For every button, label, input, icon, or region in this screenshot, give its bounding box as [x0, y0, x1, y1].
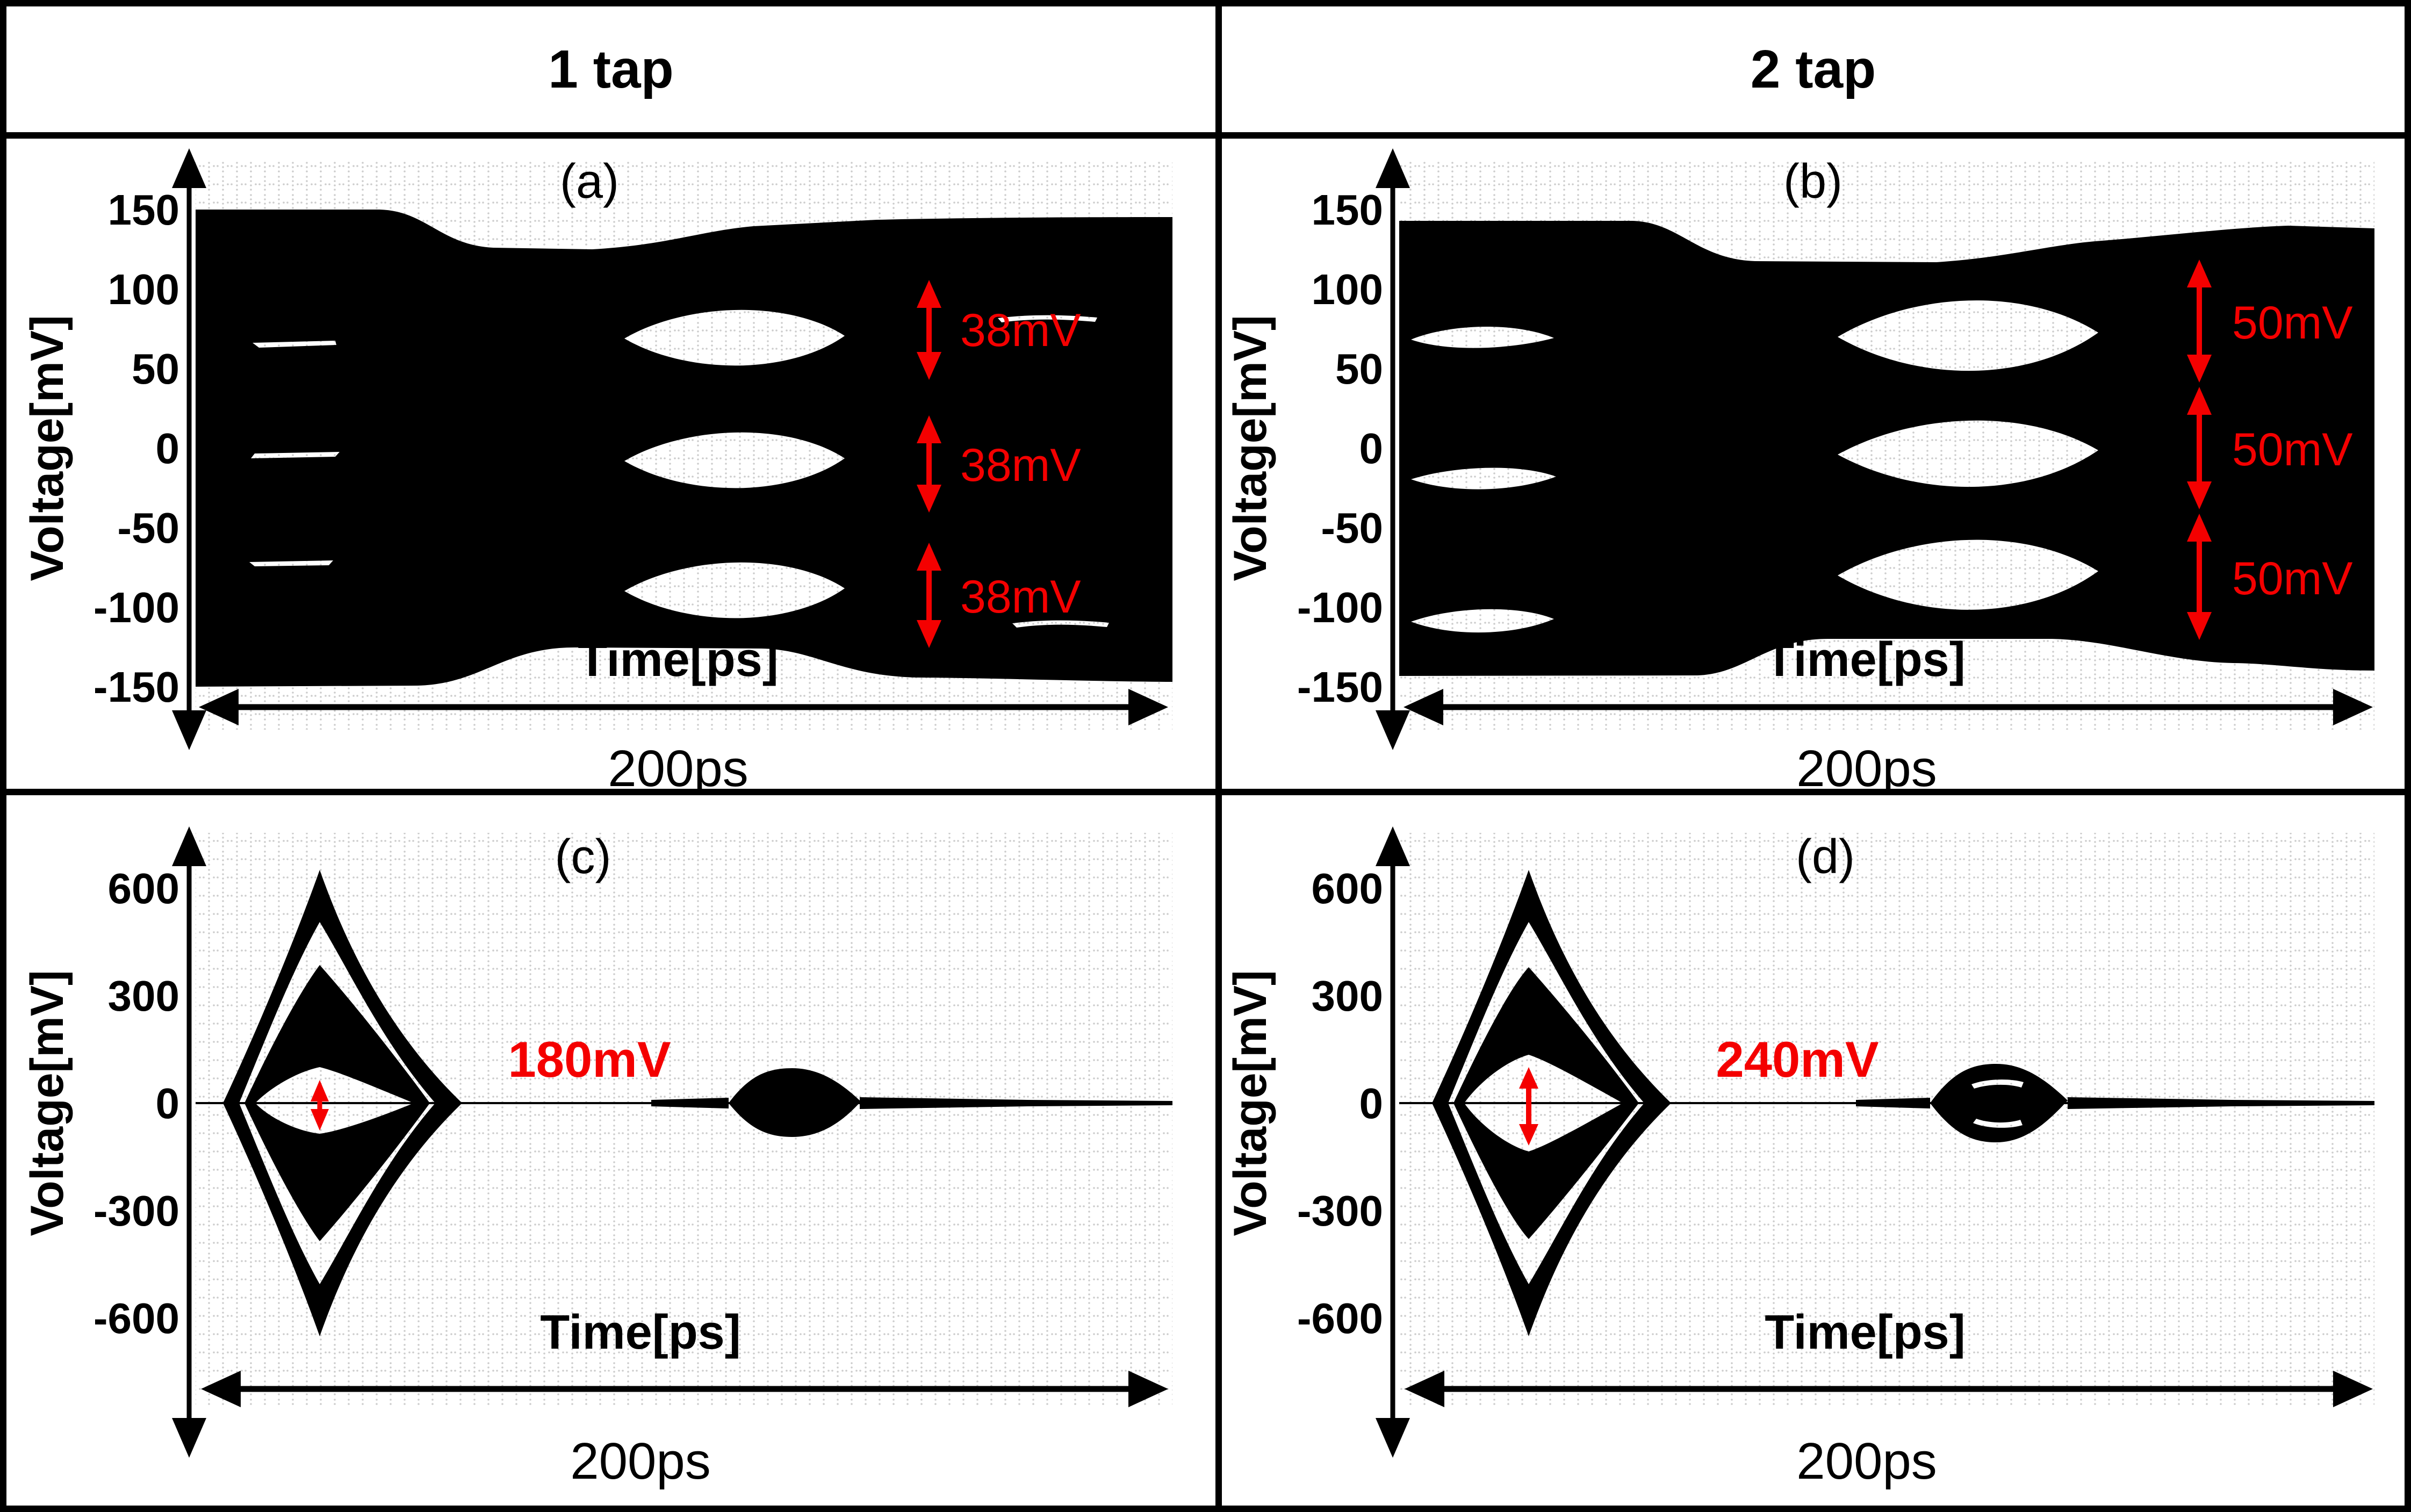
eye-opening-arrows: [2187, 260, 2212, 640]
panel-d: 600 300 0 -300 -600 Voltage[mV]: [1222, 795, 2405, 1506]
y-tick-label: 300: [108, 972, 179, 1020]
eye-opening-label: 38mV: [960, 571, 1081, 623]
span-label: 200ps: [570, 1432, 711, 1490]
eye-opening-label: 50mV: [2232, 297, 2353, 349]
panel-letter: (d): [1796, 830, 1855, 884]
y-tick-label: -600: [93, 1294, 179, 1342]
y-tick-label: 50: [1335, 345, 1383, 393]
pulse-response-d: 600 300 0 -300 -600 Voltage[mV]: [1225, 826, 2374, 1490]
eye-diagram-a: 150 100 50 0 -50 -100 -150 Voltage[mV]: [21, 148, 1172, 789]
y-axis: [172, 148, 206, 750]
y-tick-label: 50: [132, 345, 179, 393]
panel-a: 150 100 50 0 -50 -100 -150 Voltage[mV]: [6, 139, 1215, 789]
time-axis-label: Time[ps]: [540, 1306, 740, 1359]
x-span-arrow: [1405, 1371, 2373, 1407]
eye-opening-label: 50mV: [2232, 424, 2353, 476]
y-tick-label: 600: [1312, 865, 1383, 912]
header-cell-1tap: 1 tap: [6, 6, 1215, 132]
span-label: 200ps: [1796, 1432, 1937, 1490]
pulse-trace: [223, 870, 1172, 1336]
y-tick-label: 0: [1359, 424, 1384, 472]
time-axis-label: Time[ps]: [578, 633, 778, 687]
panel-c: 600 300 0 -300 -600 Voltage[mV]: [6, 795, 1215, 1506]
panel-letter: (a): [560, 155, 619, 208]
eye-diagram-b: 150 100 50 0 -50 -100 -150 Voltage[mV]: [1225, 148, 2374, 789]
divider-header: [0, 132, 2411, 139]
y-tick-label: -100: [93, 584, 179, 631]
y-tick-label: 100: [1312, 265, 1383, 313]
y-tick-label: 150: [1312, 186, 1383, 234]
time-axis-label: Time[ps]: [1765, 1306, 1965, 1359]
pulse-response-c: 600 300 0 -300 -600 Voltage[mV]: [21, 826, 1172, 1490]
border-right: [2405, 0, 2411, 1512]
border-left: [0, 0, 6, 1512]
voltage-axis-label: Voltage[mV]: [21, 315, 73, 581]
amplitude-label: 180mV: [508, 1031, 671, 1088]
echo-blob: [729, 1068, 861, 1137]
eye-opening-arrows: [917, 280, 941, 648]
y-tick-label: -50: [1321, 504, 1383, 552]
y-axis: [172, 826, 206, 1458]
y-tick-label: -600: [1297, 1294, 1383, 1342]
eye-opening-label: 38mV: [960, 305, 1081, 356]
y-tick-label: -150: [1297, 663, 1383, 711]
x-span-arrow: [1404, 689, 2373, 725]
divider-rows: [0, 789, 2411, 795]
panel-b: 150 100 50 0 -50 -100 -150 Voltage[mV]: [1222, 139, 2405, 789]
plot-grid: [196, 833, 1172, 1405]
y-tick-label: 300: [1312, 972, 1383, 1020]
time-axis-label: Time[ps]: [1765, 633, 1965, 687]
y-tick-label: -100: [1297, 584, 1383, 631]
voltage-axis-label: Voltage[mV]: [21, 970, 73, 1236]
pulse-trace: [1432, 870, 2374, 1336]
y-tick-label: 150: [108, 186, 179, 234]
header-label-1tap: 1 tap: [548, 39, 674, 99]
y-tick-label: -300: [1297, 1187, 1383, 1235]
y-tick-label: 0: [156, 424, 180, 472]
panel-letter: (c): [555, 830, 611, 884]
y-axis: [1376, 148, 1410, 750]
eye-trace: [1399, 221, 2374, 676]
y-tick-label: 0: [1359, 1079, 1384, 1127]
border-bottom: [0, 1506, 2411, 1512]
y-tick-label: -300: [93, 1187, 179, 1235]
eye-opening-label: 38mV: [960, 440, 1081, 491]
y-tick-label: 600: [108, 865, 179, 912]
panel-letter: (b): [1783, 155, 1843, 208]
header-cell-2tap: 2 tap: [1222, 6, 2405, 132]
header-label-2tap: 2 tap: [1750, 39, 1876, 99]
y-tick-label: -50: [117, 504, 179, 552]
eye-opening-label: 50mV: [2232, 553, 2353, 604]
echo-blob: [1930, 1064, 2068, 1142]
y-tick-label: 0: [156, 1079, 180, 1127]
y-tick-label: -150: [93, 663, 179, 711]
voltage-axis-label: Voltage[mV]: [1225, 315, 1276, 581]
y-axis: [1376, 826, 1410, 1458]
voltage-axis-label: Voltage[mV]: [1225, 970, 1276, 1236]
plot-grid: [1399, 833, 2374, 1405]
span-label: 200ps: [1796, 740, 1937, 789]
border-top: [0, 0, 2411, 6]
divider-columns: [1215, 0, 1222, 1512]
x-span-arrow: [201, 1371, 1168, 1407]
span-label: 200ps: [608, 740, 749, 789]
measurement-arrow: [1519, 1067, 1538, 1146]
amplitude-label: 240mV: [1716, 1031, 1879, 1088]
measurement-arrow: [311, 1080, 329, 1131]
x-span-arrow: [199, 689, 1168, 725]
y-tick-label: 100: [108, 265, 179, 313]
